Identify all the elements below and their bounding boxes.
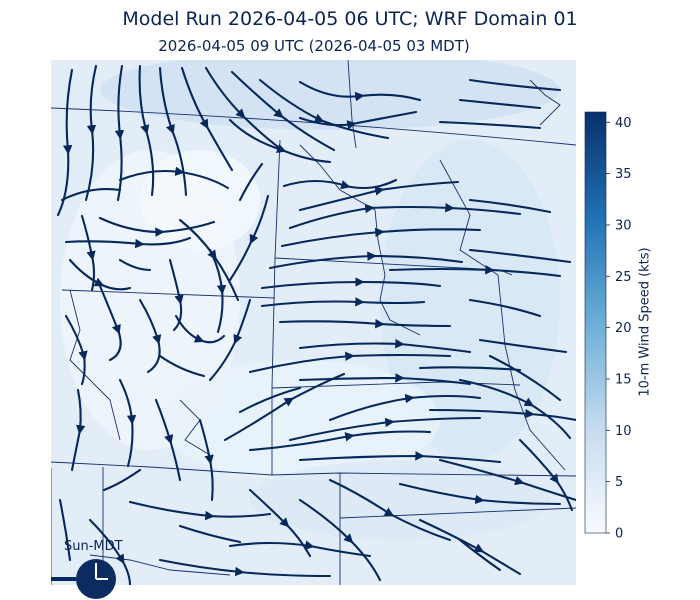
colorbar: 0 5 10 15 20 25 30 35 40 (584, 111, 632, 542)
colorbar-tick-label: 35 (615, 167, 632, 182)
colorbar-tick-label: 40 (615, 116, 632, 131)
colorbar-label: 10-m Wind Speed (kts) (637, 247, 653, 397)
colorbar-gradient (584, 111, 607, 534)
colorbar-tick-label: 5 (615, 475, 623, 490)
colorbar-ticks: 0 5 10 15 20 25 30 35 40 (606, 116, 632, 542)
geographic-borders (51, 60, 576, 585)
colorbar-tick-label: 10 (615, 424, 632, 439)
colorbar-tick-label: 15 (615, 372, 632, 387)
clock-icon (51, 559, 116, 599)
wind-streamlines (56, 64, 576, 585)
clock-label: Sun-MDT (64, 539, 123, 554)
colorbar-tick-label: 0 (615, 527, 623, 542)
colorbar-tick-label: 20 (615, 321, 632, 336)
chart-subtitle: 2026-04-05 09 UTC (2026-04-05 03 MDT) (158, 37, 470, 55)
colorbar-tick-label: 25 (615, 270, 632, 285)
wind-speed-field (51, 60, 576, 585)
chart-title: Model Run 2026-04-05 06 UTC; WRF Domain … (122, 8, 578, 30)
colorbar-tick-label: 30 (615, 218, 632, 233)
